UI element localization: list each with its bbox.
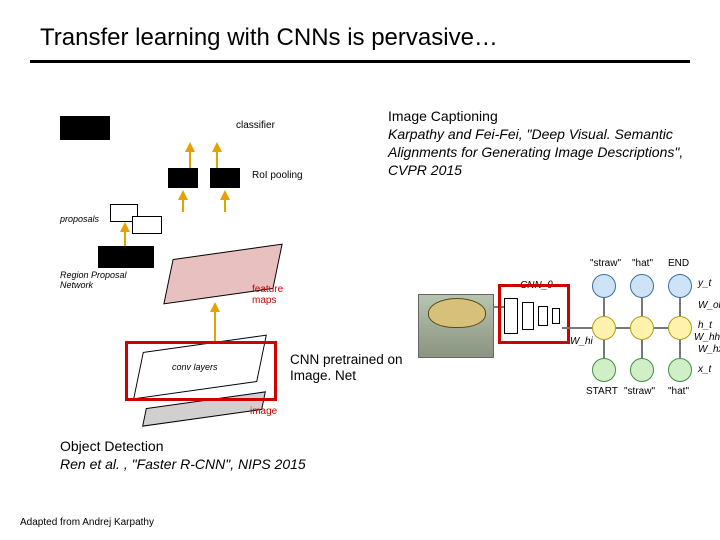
label-classifier: classifier bbox=[236, 120, 275, 131]
captioning-citation-block: Image Captioning Karpathy and Fei-Fei, "… bbox=[388, 108, 688, 180]
slide-title: Transfer learning with CNNs is pervasive… bbox=[0, 0, 720, 60]
captioning-citation: Karpathy and Fei-Fei, "Deep Visual. Sema… bbox=[388, 126, 688, 180]
w-whh: W_hh bbox=[694, 332, 720, 343]
word-out-1: "hat" bbox=[632, 258, 653, 269]
word-in-1: "straw" bbox=[624, 386, 655, 397]
credit-line: Adapted from Andrej Karpathy bbox=[20, 517, 154, 528]
cnn-highlight-left bbox=[125, 341, 277, 401]
detection-citation-block: Object Detection Ren et al. , "Faster R-… bbox=[60, 438, 380, 474]
label-feature-maps: feature maps bbox=[252, 284, 310, 306]
w-xt: x_t bbox=[698, 364, 711, 375]
w-woh: W_oh bbox=[698, 300, 720, 311]
w-yt: y_t bbox=[698, 278, 711, 289]
detection-citation: Ren et al. , "Faster R-CNN", NIPS 2015 bbox=[60, 456, 380, 474]
word-in-0: START bbox=[586, 386, 618, 397]
faster-rcnn-diagram: classifier RoI pooling proposals Region … bbox=[60, 116, 310, 416]
w-whi: W_hi bbox=[570, 336, 593, 347]
label-roi-pooling: RoI pooling bbox=[252, 170, 303, 181]
label-rpn: Region Proposal Network bbox=[60, 270, 130, 290]
w-ht: h_t bbox=[698, 320, 712, 331]
captioning-heading: Image Captioning bbox=[388, 108, 688, 126]
photo-thumbnail bbox=[418, 294, 494, 358]
w-whx: W_hx bbox=[698, 344, 720, 355]
title-underline bbox=[30, 60, 690, 63]
label-image: image bbox=[250, 406, 277, 417]
word-out-2: END bbox=[668, 258, 689, 269]
word-out-0: "straw" bbox=[590, 258, 621, 269]
word-in-2: "hat" bbox=[668, 386, 689, 397]
image-captioning-diagram: CNN_θ "straw" "hat" END y_t W_oh h_t W_h… bbox=[418, 258, 708, 413]
cnn-highlight-right bbox=[498, 284, 570, 344]
detection-heading: Object Detection bbox=[60, 438, 380, 456]
label-proposals: proposals bbox=[60, 214, 99, 224]
